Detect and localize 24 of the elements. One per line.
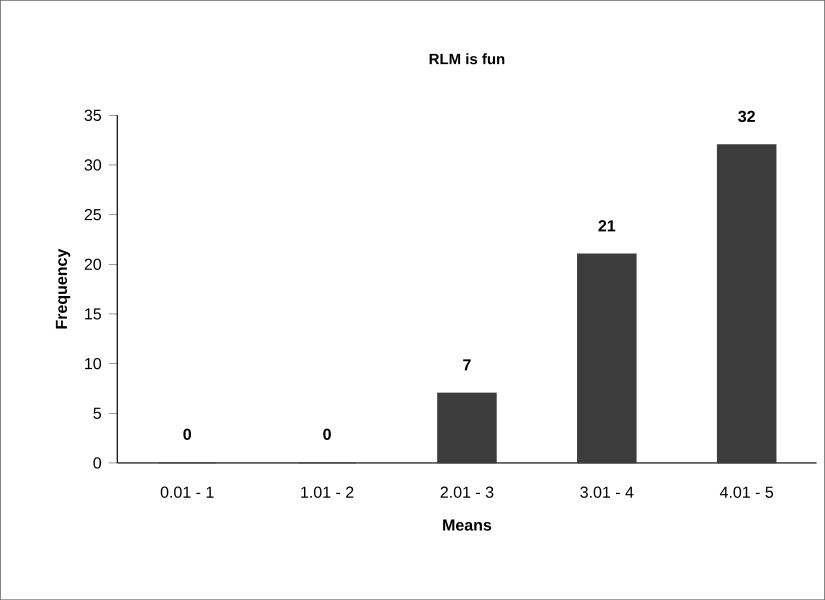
bar bbox=[577, 253, 637, 464]
x-tick-label: 1.01 - 2 bbox=[301, 486, 354, 498]
y-tick-label: 5 bbox=[93, 408, 102, 419]
data-label: 0 bbox=[183, 428, 192, 440]
y-tick-label: 25 bbox=[84, 208, 102, 220]
data-label: 7 bbox=[463, 359, 471, 370]
x-tick-label: 4.01 - 5 bbox=[720, 486, 774, 498]
y-tick-label: 20 bbox=[84, 258, 102, 270]
data-label: 32 bbox=[738, 110, 755, 122]
y-tick-label: 35 bbox=[84, 110, 102, 121]
bar bbox=[437, 392, 497, 464]
bar bbox=[716, 144, 776, 464]
y-tick-label: 15 bbox=[85, 308, 102, 320]
data-label: 21 bbox=[598, 220, 616, 232]
x-axis-title: Means bbox=[443, 519, 492, 531]
y-axis-title: Frequency bbox=[56, 248, 70, 328]
y-tick-label: 30 bbox=[84, 159, 102, 171]
y-tick-label: 0 bbox=[93, 457, 102, 468]
x-tick-label: 0.01 - 1 bbox=[160, 486, 214, 498]
chart-title: RLM is fun bbox=[430, 53, 504, 64]
x-tick-label: 2.01 - 3 bbox=[440, 486, 494, 498]
y-tick-label: 10 bbox=[85, 358, 102, 370]
x-tick-label: 3.01 - 4 bbox=[580, 486, 634, 498]
data-label: 0 bbox=[323, 428, 331, 440]
